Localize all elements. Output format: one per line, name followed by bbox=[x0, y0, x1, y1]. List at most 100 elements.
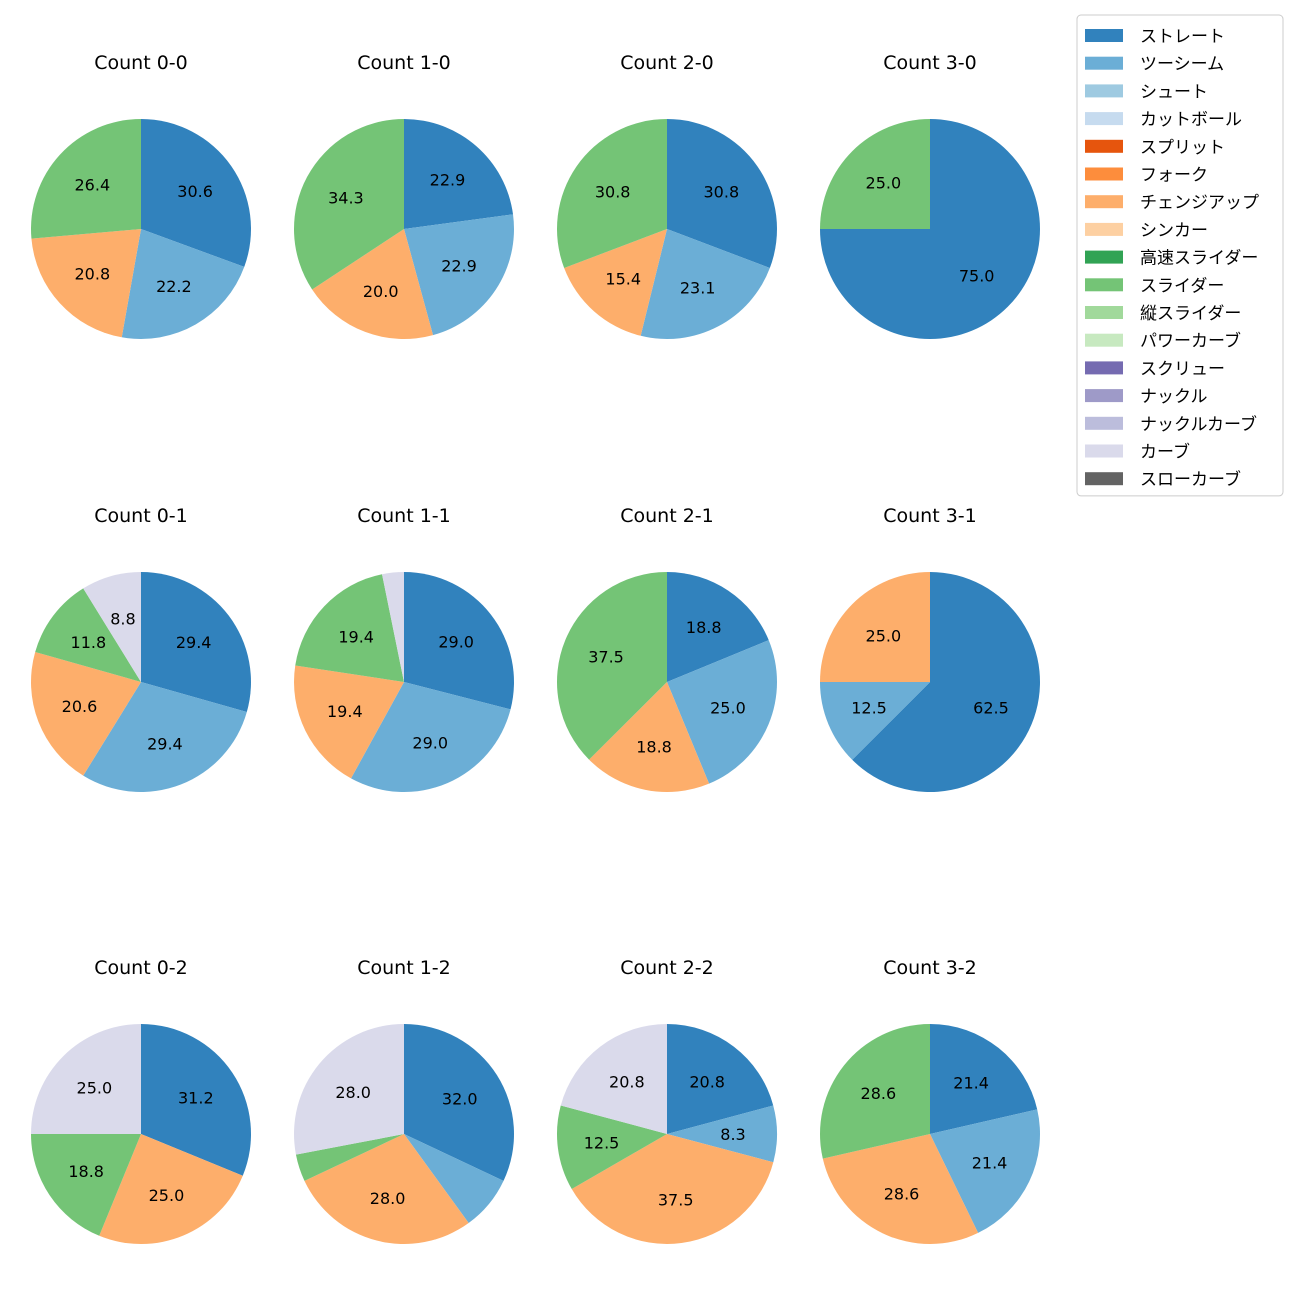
pie-slice-label: 29.4 bbox=[147, 735, 183, 754]
pie-slice-label: 20.8 bbox=[75, 265, 111, 284]
pie-8: Count 3-1 62.5 12.5 25.0 bbox=[820, 505, 1041, 792]
legend-label: フォーク bbox=[1140, 166, 1208, 186]
legend-swatch bbox=[1085, 361, 1123, 375]
pie-slice bbox=[404, 1024, 515, 1181]
pie-slice bbox=[667, 572, 769, 682]
pie-slice-label: 29.0 bbox=[438, 633, 474, 652]
pie-slice-label: 21.4 bbox=[972, 1153, 1008, 1172]
legend-label: ツーシーム bbox=[1140, 55, 1224, 75]
pie-slice bbox=[404, 119, 514, 229]
pie-slice-label: 8.3 bbox=[720, 1125, 745, 1144]
pie-12: Count 3-2 21.4 21.4 28.6 28.6 bbox=[819, 957, 1041, 1244]
pie-slice bbox=[121, 229, 245, 339]
pie-slice-label: 22.2 bbox=[156, 277, 192, 296]
pie-slice bbox=[820, 682, 930, 760]
pie-slice-label: 25.0 bbox=[77, 1078, 113, 1097]
pie-title: Count 3-0 bbox=[883, 52, 977, 74]
pie-slice bbox=[667, 119, 777, 269]
legend-label: スプリット bbox=[1140, 138, 1225, 158]
pie-slice-label: 25.0 bbox=[866, 626, 902, 645]
legend-swatch bbox=[1085, 112, 1123, 126]
pie-slice bbox=[294, 119, 404, 290]
pie-slice-label: 37.5 bbox=[588, 648, 624, 667]
legend-label: シンカー bbox=[1140, 221, 1208, 241]
pie-slice bbox=[304, 1134, 469, 1245]
pie-slice bbox=[31, 1134, 141, 1236]
legend-label: チェンジアップ bbox=[1140, 193, 1259, 213]
legend: ストレートツーシームシュートカットボールスプリットフォークチェンジアップシンカー… bbox=[1076, 14, 1284, 497]
pie-slice bbox=[404, 572, 514, 710]
pie-slice-label: 12.5 bbox=[584, 1134, 620, 1153]
pie-slice-label: 21.4 bbox=[953, 1073, 989, 1092]
pie-slice-label: 28.0 bbox=[370, 1189, 406, 1208]
pie-slice-label: 28.6 bbox=[861, 1084, 897, 1103]
pie-11: Count 2-2 20.8 8.3 37.5 12.5 20.8 bbox=[557, 957, 778, 1244]
pie-title: Count 0-1 bbox=[94, 505, 188, 527]
pie-slice bbox=[35, 588, 141, 682]
pie-title: Count 2-0 bbox=[620, 52, 714, 74]
legend-label: スライダー bbox=[1140, 276, 1224, 296]
pie-slice bbox=[930, 1109, 1041, 1233]
pie-slice bbox=[294, 1024, 404, 1155]
pie-slice bbox=[667, 1024, 774, 1134]
pie-slice bbox=[141, 1024, 252, 1176]
pie-slice bbox=[640, 229, 770, 339]
pie-slice bbox=[564, 229, 667, 336]
pie-slice bbox=[589, 682, 710, 792]
legend-swatch bbox=[1085, 29, 1123, 42]
pie-slice-label: 22.9 bbox=[430, 170, 466, 189]
pie-title: Count 0-0 bbox=[94, 52, 188, 74]
pie-slice-label: 23.1 bbox=[680, 278, 716, 297]
pie-slice bbox=[404, 214, 514, 336]
pie-slice-label: 26.4 bbox=[75, 175, 111, 194]
legend-label: ナックル bbox=[1140, 387, 1208, 407]
pie-slice bbox=[312, 229, 433, 340]
pie-slice bbox=[557, 1105, 667, 1189]
legend-swatch bbox=[1085, 389, 1123, 403]
pie-5: Count 0-1 29.4 29.4 20.6 11.88.8 bbox=[31, 505, 251, 792]
pie-slice-label: 31.2 bbox=[178, 1088, 214, 1107]
legend-label: ストレート bbox=[1140, 27, 1225, 47]
legend-label: 縦スライダー bbox=[1140, 304, 1241, 324]
pie-slice-label: 20.0 bbox=[363, 282, 399, 301]
pie-7: Count 2-1 18.8 25.0 18.8 37.5 bbox=[557, 505, 778, 792]
pie-slice-label: 11.8 bbox=[71, 633, 107, 652]
legend-swatch bbox=[1085, 306, 1123, 319]
pie-slice bbox=[83, 682, 247, 792]
pie-title: Count 1-0 bbox=[357, 52, 451, 74]
pie-slice bbox=[31, 119, 141, 239]
legend-label: カーブ bbox=[1140, 442, 1190, 463]
legend-swatch bbox=[1085, 222, 1123, 236]
legend-swatch bbox=[1085, 167, 1123, 181]
legend-box bbox=[1076, 14, 1284, 497]
pie-slice bbox=[295, 1134, 404, 1181]
pie-slice bbox=[557, 572, 667, 760]
pie-slice bbox=[351, 682, 511, 792]
pie-6: Count 1-1 29.0 29.0 19.4 19.4 bbox=[294, 505, 514, 792]
pie-slice bbox=[667, 640, 778, 784]
pie-slice bbox=[822, 1134, 979, 1244]
pie-slice-label: 29.4 bbox=[176, 633, 212, 652]
pie-slice-label: 22.9 bbox=[441, 256, 477, 275]
pie-slice-label: 37.5 bbox=[658, 1190, 694, 1209]
pie-slice-label: 30.6 bbox=[177, 182, 213, 201]
pie-slice bbox=[294, 665, 404, 779]
pie-slice bbox=[404, 1134, 504, 1223]
pie-slice-label: 34.3 bbox=[328, 189, 364, 208]
pie-slice-label: 28.6 bbox=[884, 1185, 920, 1204]
pie-slice-label: 20.8 bbox=[689, 1073, 725, 1092]
pie-slice-label: 25.0 bbox=[710, 698, 746, 717]
legend-label: スローカーブ bbox=[1140, 469, 1241, 490]
pie-slice bbox=[295, 574, 404, 682]
legend-swatch bbox=[1085, 250, 1123, 264]
pie-9: Count 0-2 31.2 25.0 18.8 25.0 bbox=[31, 957, 252, 1245]
pie-slice bbox=[820, 119, 930, 229]
pie-slice bbox=[820, 572, 930, 682]
pie-title: Count 3-1 bbox=[883, 505, 977, 527]
legend-label: 高速スライダー bbox=[1140, 249, 1258, 269]
legend-swatch bbox=[1085, 195, 1123, 209]
pie-slice-label: 29.0 bbox=[412, 734, 448, 753]
legend-label: スクリュー bbox=[1140, 359, 1225, 379]
pie-slice-label: 8.8 bbox=[110, 610, 135, 629]
